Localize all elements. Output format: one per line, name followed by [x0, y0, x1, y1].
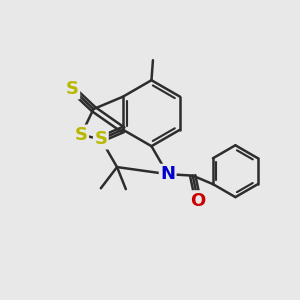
- Text: S: S: [94, 130, 107, 148]
- Text: S: S: [75, 126, 88, 144]
- Text: S: S: [66, 80, 79, 98]
- Text: N: N: [160, 165, 175, 183]
- Text: O: O: [190, 192, 206, 210]
